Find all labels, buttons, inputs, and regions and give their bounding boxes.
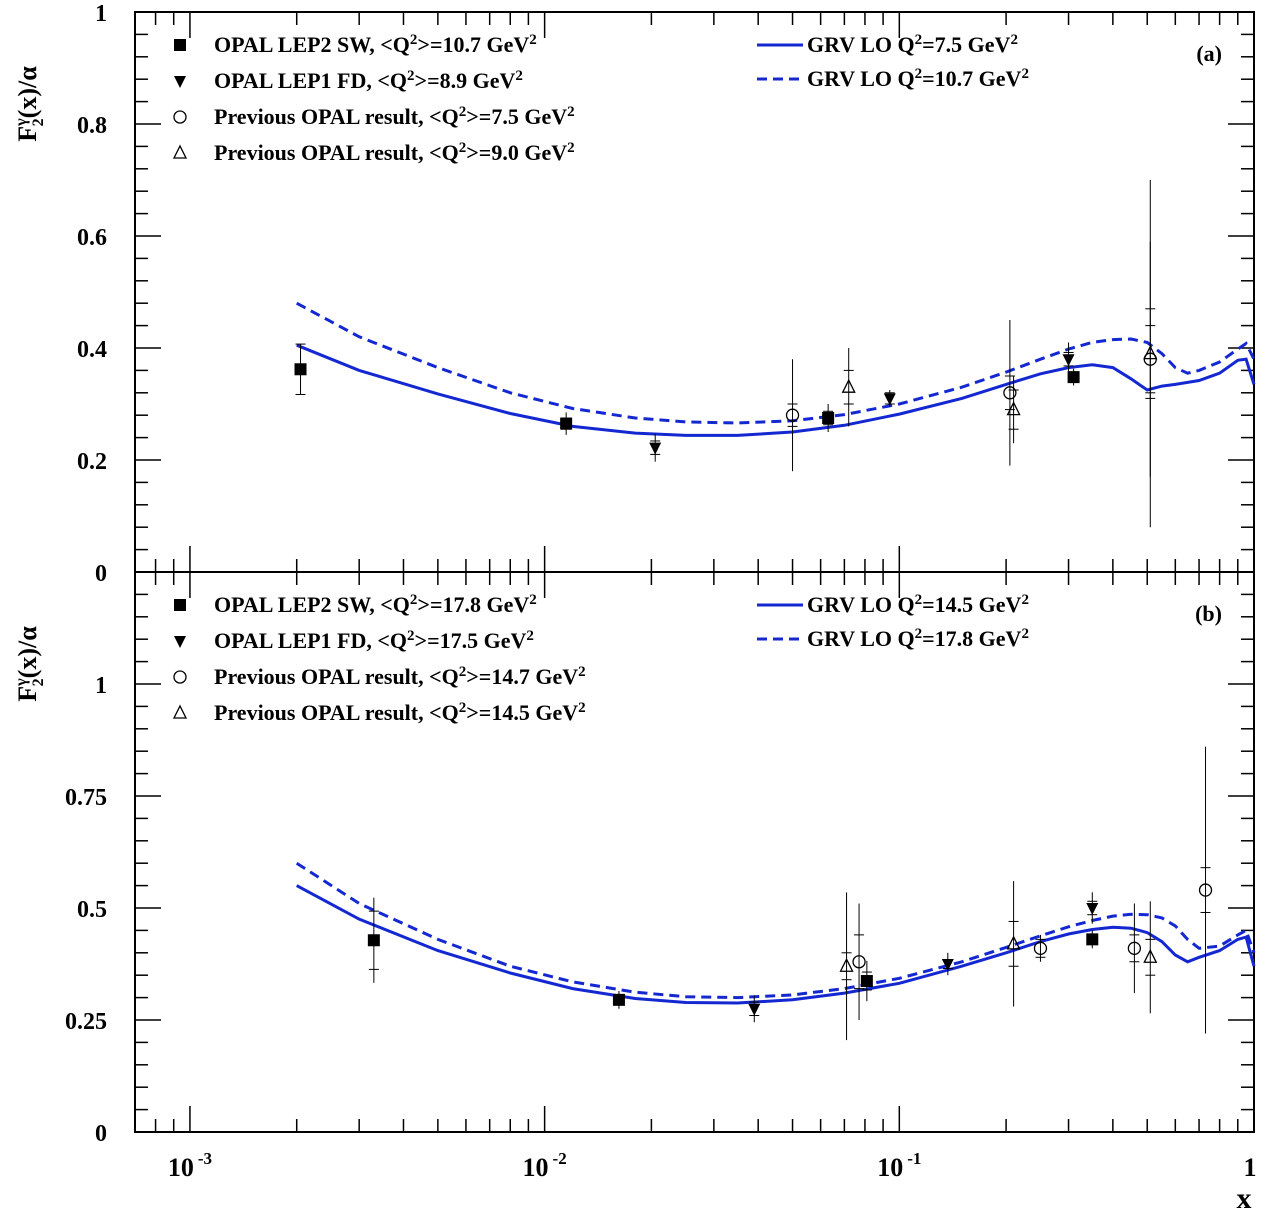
data-point xyxy=(839,957,854,972)
data-point xyxy=(941,959,954,971)
data-point xyxy=(852,955,866,969)
legend-marker xyxy=(174,636,186,648)
data-point xyxy=(1067,371,1080,384)
x-tick-label: 10 -2 xyxy=(523,1149,567,1182)
x-tick-label: 10 -3 xyxy=(168,1149,212,1182)
data-point xyxy=(1198,883,1213,897)
legend-label: Previous OPAL result, <Q2>=7.5 GeV2 xyxy=(214,104,575,129)
data-point xyxy=(841,378,856,393)
data-point xyxy=(294,363,307,376)
legend-label: Previous OPAL result, <Q2>=14.5 GeV2 xyxy=(214,700,586,725)
data-point xyxy=(822,412,835,424)
x-tick-label: 10 -1 xyxy=(877,1149,921,1182)
data-point xyxy=(1033,941,1048,955)
y-tick-label: 0 xyxy=(95,1121,107,1147)
y-tick-label: 1 xyxy=(95,673,107,699)
curve-solid xyxy=(295,884,1256,1005)
curve-solid xyxy=(296,343,1256,437)
legend-marker xyxy=(172,144,188,159)
legend-marker xyxy=(174,39,186,51)
y-tick-label: 0.6 xyxy=(77,225,107,251)
panel-a: 0 0.2 0.4 0.6 0.8 1 Fγ2(x)/α (a) OPAL LEP2 SW, <… xyxy=(13,1,1256,587)
y-tick-label: 0.75 xyxy=(65,785,107,811)
data-point xyxy=(367,934,380,947)
legend-marker xyxy=(173,670,187,684)
data-point xyxy=(1086,903,1099,915)
y-tick-label: 0.2 xyxy=(77,449,107,475)
data-point xyxy=(560,417,573,430)
plot-frame xyxy=(134,11,1255,573)
legend-label: Previous OPAL result, <Q2>=14.7 GeV2 xyxy=(214,664,586,689)
legend-label: OPAL LEP1 FD, <Q2>=17.5 GeV2 xyxy=(214,628,534,653)
panel-label: (b) xyxy=(1195,601,1222,626)
data-point xyxy=(785,408,800,422)
y-axis-label: Fγ2(x)/α xyxy=(13,626,47,702)
data-point xyxy=(1006,401,1021,416)
y-axis-label: Fγ2(x)/α xyxy=(13,66,47,142)
legend-curve-label: GRV LO Q2=10.7 GeV2 xyxy=(807,66,1029,91)
data-point xyxy=(1062,354,1075,367)
data-point xyxy=(883,393,896,406)
legend-marker xyxy=(174,76,186,88)
data-point xyxy=(1003,386,1017,400)
data-point xyxy=(649,442,662,455)
y-tick-label: 0.4 xyxy=(77,337,107,363)
x-axis-label: x xyxy=(1237,1182,1252,1215)
legend-marker xyxy=(173,110,187,124)
x-tick-label: 1 xyxy=(1244,1153,1257,1182)
plot-frame xyxy=(134,571,1255,1133)
data-point xyxy=(1086,933,1099,946)
y-tick-label: 1 xyxy=(95,1,107,27)
legend-curve-label: GRV LO Q2=7.5 GeV2 xyxy=(807,32,1018,57)
legend-label: OPAL LEP2 SW, <Q2>=10.7 GeV2 xyxy=(214,32,537,57)
panel-label: (a) xyxy=(1196,41,1222,66)
legend-marker xyxy=(174,599,186,611)
data-point xyxy=(1143,345,1158,360)
y-tick-label: 0 xyxy=(95,561,107,587)
legend-label: Previous OPAL result, <Q2>=9.0 GeV2 xyxy=(214,140,575,165)
legend-curve-label: GRV LO Q2=14.5 GeV2 xyxy=(807,592,1029,617)
y-tick-label: 0.8 xyxy=(77,113,107,139)
data-point xyxy=(1143,948,1158,963)
data-point xyxy=(1006,935,1021,950)
legend-label: OPAL LEP1 FD, <Q2>=8.9 GeV2 xyxy=(214,68,523,93)
panel-b: 0 0.25 0.5 0.75 1 Fγ2(x)/α (b) OPAL LEP2 SW, <Q… xyxy=(13,571,1257,1215)
curve-dashed xyxy=(295,301,1256,425)
y-tick-label: 0.5 xyxy=(77,897,107,923)
legend-label: OPAL LEP2 SW, <Q2>=17.8 GeV2 xyxy=(214,592,537,617)
data-point xyxy=(860,975,873,988)
legend-curve-label: GRV LO Q2=17.8 GeV2 xyxy=(807,626,1029,651)
legend-marker xyxy=(172,704,188,719)
data-point xyxy=(1127,941,1142,955)
data-point xyxy=(748,1003,761,1016)
curve-dashed xyxy=(295,861,1256,1000)
y-tick-label: 0.25 xyxy=(65,1009,107,1035)
data-point xyxy=(612,993,625,1006)
